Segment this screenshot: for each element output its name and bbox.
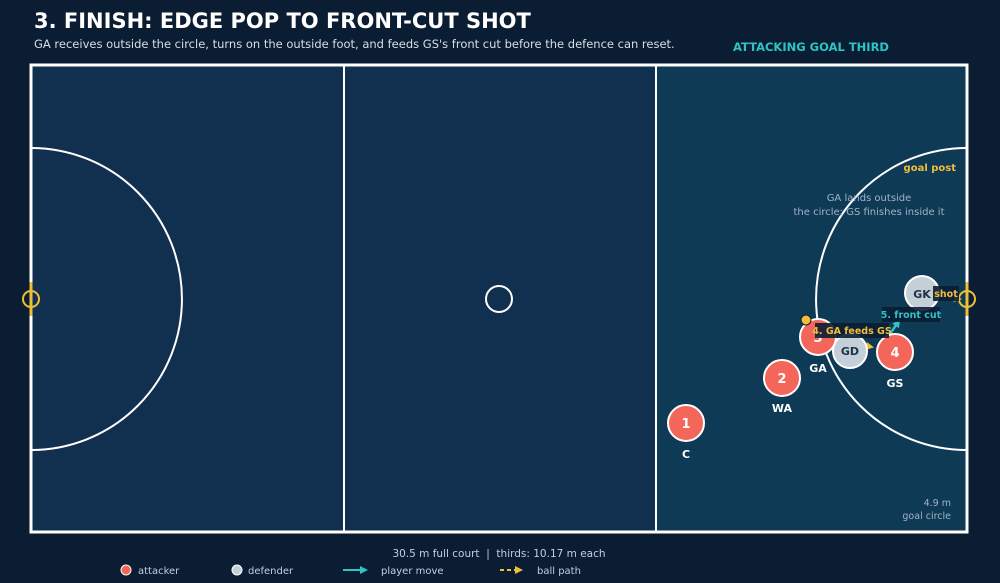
legend-ball-label: ball path — [537, 566, 581, 577]
page-title: 3. FINISH: EDGE POP TO FRONT-CUT SHOT — [34, 9, 532, 33]
attacker-gs: 4 GS — [876, 333, 914, 390]
attacker-wa-number: 2 — [777, 372, 786, 387]
feed-annotation-text: 4. GA feeds GS — [812, 326, 892, 337]
shot-annotation-text: shot — [934, 289, 958, 300]
court — [29, 63, 969, 534]
attacker-c: 1 C — [667, 404, 705, 461]
attacker-wa-label: WA — [772, 402, 793, 415]
attacker-ga-number: 3 — [813, 331, 822, 346]
legend-attacker-label: attacker — [138, 566, 180, 577]
attacker-gs-label: GS — [887, 377, 904, 390]
attacker-c-label: C — [682, 448, 690, 461]
legend-defender-swatch — [231, 564, 243, 576]
goal-circle-left — [30, 147, 183, 451]
court-dimensions: 30.5 m full court | thirds: 10.17 m each — [392, 548, 605, 560]
legend: attacker defender player move ball path — [120, 564, 581, 577]
attacker-wa: 2 WA — [763, 359, 801, 415]
attacker-c-number: 1 — [681, 417, 690, 432]
feed-annotation: 4. GA feeds GS — [812, 323, 892, 338]
defender-gd: GD — [832, 333, 868, 369]
defender-gd-label: GD — [841, 345, 859, 358]
goal-post-label: goal post — [904, 163, 957, 174]
centre-circle — [485, 285, 513, 313]
attacking-third-label: ATTACKING GOAL THIRD — [733, 40, 889, 54]
attacker-ga-label: GA — [809, 362, 827, 375]
legend-move-label: player move — [381, 566, 444, 577]
circle-size-value: 4.9 m — [924, 498, 951, 509]
page-subtitle: GA receives outside the circle, turns on… — [34, 37, 675, 51]
shot-annotation: shot — [933, 286, 959, 301]
cut-annotation-text: 5. front cut — [881, 310, 942, 321]
cut-annotation: 5. front cut — [881, 307, 942, 322]
ball-icon — [800, 314, 812, 326]
attacker-gs-number: 4 — [890, 346, 899, 361]
legend-attacker-swatch — [120, 564, 132, 576]
defender-gk-label: GK — [913, 288, 931, 301]
circle-note-line1: GA lands outside — [827, 193, 912, 204]
legend-defender-label: defender — [248, 566, 294, 577]
circle-size-label: goal circle — [902, 511, 951, 522]
goal-circle-right — [815, 147, 968, 451]
circle-note-line2: the circle; GS finishes inside it — [794, 207, 945, 218]
goal-post-left — [22, 282, 40, 316]
